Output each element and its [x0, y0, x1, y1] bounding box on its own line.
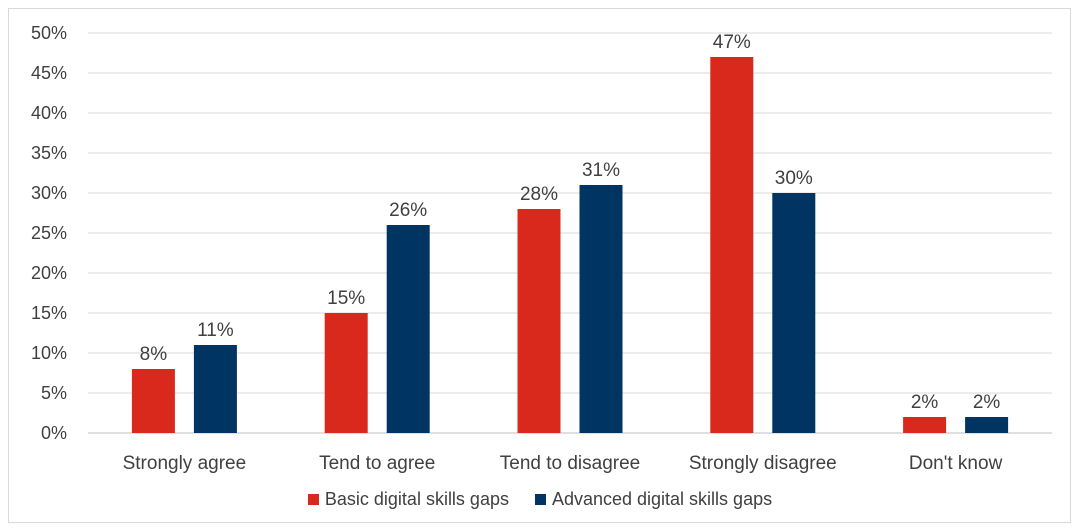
- y-tick-label: 15%: [31, 303, 67, 323]
- data-label: 2%: [911, 392, 939, 413]
- y-tick-label: 40%: [31, 103, 67, 123]
- legend-item-advanced: Advanced digital skills gaps: [534, 489, 773, 510]
- y-tick-label: 0%: [41, 423, 67, 443]
- legend-swatch-basic: [307, 494, 319, 505]
- x-axis-categories: Strongly agree Tend to agree Tend to disag…: [123, 453, 1003, 474]
- data-label: 31%: [582, 160, 620, 181]
- data-label: 15%: [327, 288, 365, 309]
- y-tick-label: 50%: [31, 23, 67, 43]
- data-label: 11%: [197, 320, 234, 341]
- y-tick-label: 10%: [31, 343, 67, 363]
- legend: Basic digital skills gaps Advanced digit…: [0, 489, 1080, 510]
- y-tick-label: 45%: [31, 63, 67, 83]
- bar-basic: [903, 417, 947, 433]
- y-axis-ticks: 0% 5% 10% 15% 20% 25% 30% 35% 40% 45% 50%: [31, 23, 67, 443]
- bar-basic: [517, 209, 561, 433]
- data-label: 47%: [713, 32, 751, 53]
- data-label: 2%: [973, 392, 1001, 413]
- y-tick-label: 30%: [31, 183, 67, 203]
- legend-label-advanced: Advanced digital skills gaps: [551, 489, 773, 509]
- data-label: 30%: [775, 168, 813, 189]
- data-labels: 8% 11% 15% 26% 28% 31% 47% 30% 2% 2%: [140, 32, 1001, 413]
- data-label: 26%: [389, 200, 427, 221]
- legend-item-basic: Basic digital skills gaps: [307, 489, 509, 510]
- x-category-label: Don't know: [909, 453, 1003, 474]
- data-label: 8%: [140, 344, 168, 365]
- gridlines: [88, 32, 1052, 434]
- x-category-label: Strongly agree: [123, 453, 247, 474]
- x-category-label: Tend to disagree: [500, 453, 641, 474]
- bar-advanced: [965, 417, 1009, 433]
- y-tick-label: 20%: [31, 263, 67, 283]
- bar-advanced: [386, 225, 430, 433]
- bar-basic: [710, 57, 754, 433]
- y-tick-label: 25%: [31, 223, 67, 243]
- x-category-label: Tend to agree: [319, 453, 435, 474]
- bar-advanced: [579, 185, 623, 433]
- y-tick-label: 5%: [41, 383, 67, 403]
- data-label: 28%: [520, 184, 558, 205]
- bar-basic: [131, 369, 175, 433]
- bars: [131, 57, 1009, 433]
- bar-basic: [324, 313, 368, 433]
- y-tick-label: 35%: [31, 143, 67, 163]
- legend-swatch-advanced: [534, 494, 546, 505]
- x-category-label: Strongly disagree: [689, 453, 837, 474]
- bar-advanced: [772, 193, 816, 433]
- bar-advanced: [193, 345, 237, 433]
- legend-label-basic: Basic digital skills gaps: [324, 489, 509, 509]
